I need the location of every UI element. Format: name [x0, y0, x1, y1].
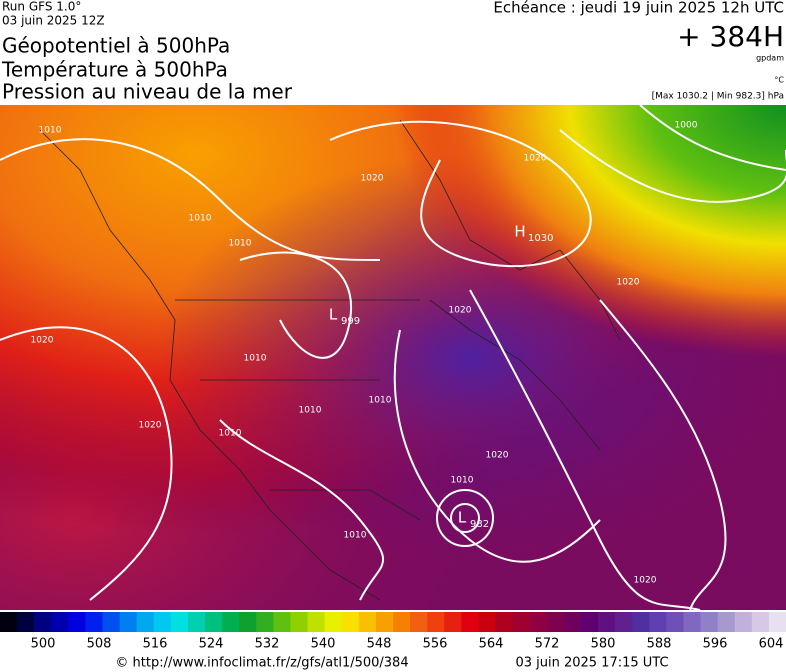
colorbar-swatch: [358, 612, 377, 632]
isobar-label: 1010: [244, 354, 267, 364]
colorbar-swatch: [68, 612, 86, 632]
isobar-label: 1010: [189, 214, 212, 224]
isobar-label: 1020: [617, 278, 640, 288]
valid-time: Echéance : jeudi 19 juin 2025 12h UTC: [493, 0, 784, 17]
title: Géopotentiel à 500hPa: [2, 34, 230, 58]
colorbar-swatch: [427, 612, 445, 632]
isobar-label: 1010: [229, 239, 252, 249]
colorbar-swatch: [136, 612, 155, 632]
colorbar-swatch: [273, 612, 291, 632]
run-date: 03 juin 2025 12Z: [2, 14, 105, 28]
colorbar-label: 500: [31, 637, 56, 652]
isobar-label: 1020: [486, 451, 509, 461]
colorbar-swatch: [393, 612, 411, 632]
colorbar-swatch: [170, 612, 189, 632]
isobar-label: 1020: [31, 336, 54, 346]
isobar-label: 1020: [634, 576, 657, 586]
colorbar-swatch: [341, 612, 360, 632]
isobar-label: 1020: [449, 306, 472, 316]
colorbar-label: 548: [367, 637, 392, 652]
colorbar-label: 524: [199, 637, 224, 652]
colorbar-label: 508: [87, 637, 112, 652]
colorbar-swatch: [153, 612, 172, 632]
unit: °C: [774, 76, 784, 85]
colorbar: 500 508 516 524 532 540 548 556 564 572 580 588 596 6…: [0, 612, 786, 652]
isobar-label: 1010: [369, 396, 392, 406]
colorbar-swatch: [580, 612, 599, 632]
colorbar-label: 580: [591, 637, 616, 652]
isobar-label: 1010: [39, 126, 62, 136]
colorbar-swatch: [563, 612, 582, 632]
colorbar-swatch: [0, 612, 18, 632]
pressure-symbol: L: [458, 509, 467, 527]
colorbar-swatch: [205, 612, 223, 632]
isobar-label: 1000: [675, 121, 698, 131]
isobar-label: 1010: [344, 531, 367, 541]
colorbar-label: 564: [479, 637, 504, 652]
colorbar-label: 604: [759, 637, 784, 652]
colorbar-swatch: [34, 612, 52, 632]
colorbar-swatch: [290, 612, 309, 632]
colorbar-swatch: [410, 612, 428, 632]
colorbar-swatch: [187, 612, 206, 632]
colorbar-label: 596: [703, 637, 728, 652]
colorbar-label: 572: [535, 637, 560, 652]
map: [0, 104, 786, 611]
colorbar-swatch: [256, 612, 274, 632]
colorbar-swatch: [222, 612, 240, 632]
isobar-label: 1020: [361, 174, 384, 184]
colorbar-swatch: [461, 612, 479, 632]
unit: gpdam: [756, 54, 784, 63]
colorbar-swatch: [529, 612, 548, 632]
colorbar-swatch: [649, 612, 667, 632]
colorbar-swatch: [734, 612, 753, 632]
pressure-value: 999: [341, 316, 360, 327]
colorbar-swatch: [478, 612, 497, 632]
colorbar-swatch: [307, 612, 326, 632]
colorbar-swatch: [51, 612, 69, 632]
pressure-value: 982: [470, 519, 489, 530]
title: Température à 500hPa: [1, 58, 228, 82]
colorbar-label: 516: [143, 637, 168, 652]
colorbar-swatch: [85, 612, 104, 632]
colorbar-swatch: [717, 612, 736, 632]
pressure-range: [Max 1030.2 | Min 982.3] hPa: [652, 92, 784, 102]
isobar-label: 1010: [299, 406, 322, 416]
title: Pression au niveau de la mer: [2, 80, 293, 104]
colorbar-swatch: [324, 612, 343, 632]
pressure-symbol: H: [514, 223, 525, 241]
isobar-label: 1020: [524, 154, 547, 164]
lead-time: + 384H: [677, 20, 784, 53]
colorbar-swatch: [239, 612, 257, 632]
colorbar-swatch: [495, 612, 514, 632]
isobar-label: 1020: [139, 421, 162, 431]
colorbar-swatch: [666, 612, 684, 632]
colorbar-swatch: [444, 612, 462, 632]
colorbar-swatch: [683, 612, 702, 632]
colorbar-label: 532: [255, 637, 280, 652]
run: Run GFS 1.0°: [2, 0, 81, 14]
colorbar-swatch: [375, 612, 394, 632]
colorbar-label: 556: [423, 637, 448, 652]
colorbar-swatch: [546, 612, 565, 632]
colorbar-swatch: [119, 612, 138, 632]
colorbar-swatch: [598, 612, 616, 632]
colorbar-swatch: [615, 612, 633, 632]
pressure-symbol: L: [329, 306, 338, 324]
source-url: © http://www.infoclimat.fr/z/gfs/atl1/50…: [115, 656, 408, 671]
colorbar-swatch: [102, 612, 121, 632]
colorbar-label: 540: [311, 637, 336, 652]
colorbar-swatch: [632, 612, 650, 632]
isobar-label: 1010: [451, 476, 474, 486]
colorbar-swatch: [17, 612, 35, 632]
colorbar-label: 588: [647, 637, 672, 652]
colorbar-swatch: [512, 612, 531, 632]
pressure-value: 1030: [528, 233, 553, 244]
colorbar-swatch: [768, 612, 786, 632]
isobar-label: 1010: [219, 429, 242, 439]
colorbar-swatch: [751, 612, 770, 632]
colorbar-swatch: [700, 612, 719, 632]
timestamp: 03 juin 2025 17:15 UTC: [515, 656, 668, 671]
